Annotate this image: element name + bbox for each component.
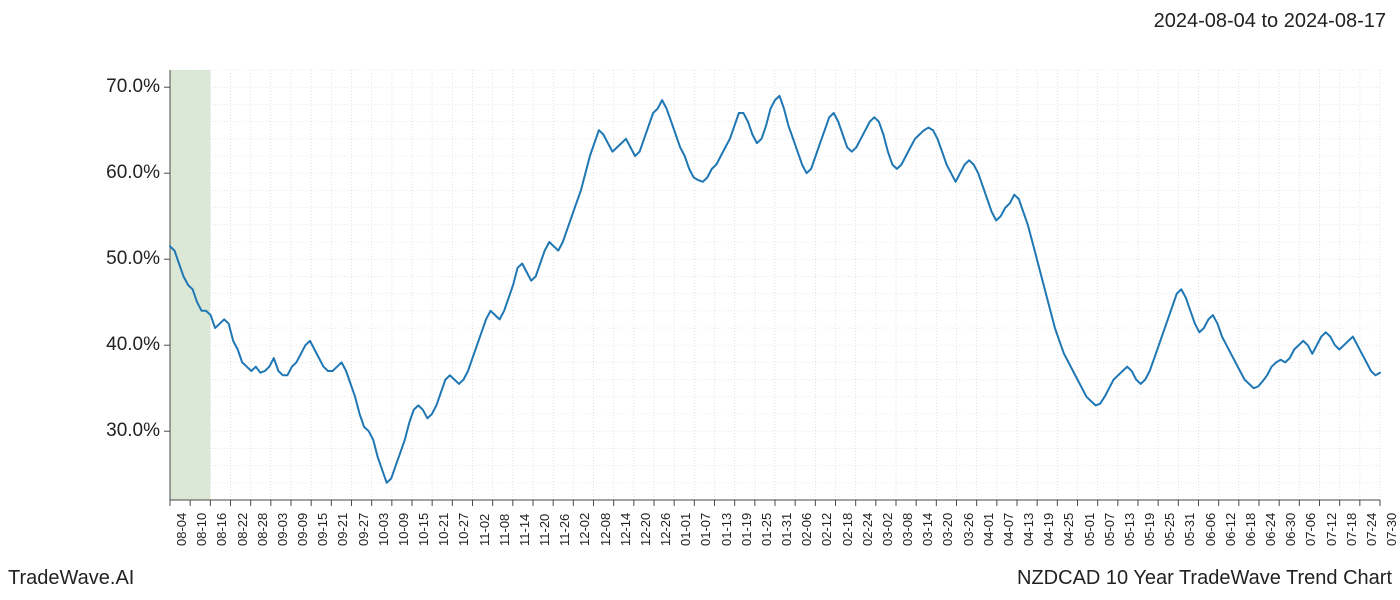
x-tick-label: 08-16 (214, 513, 229, 546)
x-tick-label: 08-22 (235, 513, 250, 546)
x-tick-label: 01-31 (779, 513, 794, 546)
x-tick-label: 03-08 (900, 513, 915, 546)
x-tick-label: 09-27 (356, 513, 371, 546)
x-tick-label: 11-26 (557, 514, 572, 546)
x-tick-label: 09-21 (335, 513, 350, 546)
x-tick-label: 05-25 (1162, 513, 1177, 546)
x-tick-label: 12-20 (638, 513, 653, 546)
brand-label: TradeWave.AI (8, 567, 134, 590)
x-tick-label: 09-15 (315, 513, 330, 546)
x-tick-label: 11-02 (477, 514, 492, 546)
x-tick-label: 10-27 (456, 513, 471, 546)
x-tick-label: 10-21 (436, 513, 451, 546)
y-tick-label: 30.0% (10, 420, 160, 442)
x-tick-label: 10-09 (396, 513, 411, 546)
chart-title: NZDCAD 10 Year TradeWave Trend Chart (1017, 567, 1392, 590)
x-tick-label: 09-09 (295, 513, 310, 546)
x-tick-label: 08-28 (255, 513, 270, 546)
x-tick-label: 06-18 (1243, 513, 1258, 546)
x-tick-label: 01-13 (719, 513, 734, 546)
x-tick-label: 12-14 (618, 513, 633, 546)
x-tick-label: 04-07 (1001, 513, 1016, 546)
x-tick-label: 06-30 (1283, 513, 1298, 546)
x-tick-label: 02-06 (799, 513, 814, 546)
x-tick-label: 06-12 (1223, 513, 1238, 546)
x-tick-label: 05-01 (1082, 513, 1097, 546)
x-tick-label: 08-04 (174, 513, 189, 546)
x-tick-label: 03-02 (880, 513, 895, 546)
x-tick-label: 12-02 (577, 513, 592, 546)
x-tick-label: 04-01 (981, 513, 996, 546)
x-tick-label: 05-07 (1102, 513, 1117, 546)
y-tick-label: 50.0% (10, 248, 160, 270)
x-tick-label: 07-18 (1344, 513, 1359, 546)
x-tick-label: 03-26 (961, 513, 976, 546)
x-tick-label: 02-18 (840, 513, 855, 546)
x-tick-label: 01-01 (678, 513, 693, 546)
x-tick-label: 01-19 (739, 513, 754, 546)
x-tick-label: 06-24 (1263, 513, 1278, 546)
y-tick-label: 60.0% (10, 162, 160, 184)
x-tick-label: 07-30 (1384, 513, 1399, 546)
x-tick-label: 07-06 (1303, 513, 1318, 546)
x-tick-label: 02-12 (819, 513, 834, 546)
chart-svg (0, 50, 1400, 530)
x-tick-label: 08-10 (194, 513, 209, 546)
x-tick-label: 04-25 (1061, 513, 1076, 546)
x-tick-label: 05-19 (1142, 513, 1157, 546)
x-tick-label: 03-20 (940, 513, 955, 546)
x-tick-label: 09-03 (275, 513, 290, 546)
x-tick-label: 12-26 (658, 513, 673, 546)
date-range-label: 2024-08-04 to 2024-08-17 (1154, 10, 1386, 33)
x-tick-label: 03-14 (920, 513, 935, 546)
y-tick-label: 70.0% (10, 76, 160, 98)
x-tick-label: 02-24 (860, 513, 875, 546)
x-tick-label: 05-31 (1182, 513, 1197, 546)
y-tick-label: 40.0% (10, 334, 160, 356)
x-tick-label: 10-15 (416, 513, 431, 546)
x-tick-label: 04-13 (1021, 513, 1036, 546)
x-tick-label: 01-25 (759, 513, 774, 546)
x-tick-label: 11-08 (497, 514, 512, 546)
x-tick-label: 07-24 (1364, 513, 1379, 546)
x-tick-label: 01-07 (698, 513, 713, 546)
x-tick-label: 11-20 (537, 514, 552, 546)
x-tick-label: 12-08 (598, 513, 613, 546)
x-tick-label: 11-14 (517, 514, 532, 546)
trend-chart: 30.0%40.0%50.0%60.0%70.0% 08-0408-1008-1… (0, 50, 1400, 530)
x-tick-label: 04-19 (1041, 513, 1056, 546)
x-tick-label: 10-03 (376, 513, 391, 546)
x-tick-label: 05-13 (1122, 513, 1137, 546)
x-tick-label: 06-06 (1203, 513, 1218, 546)
x-tick-label: 07-12 (1324, 513, 1339, 546)
